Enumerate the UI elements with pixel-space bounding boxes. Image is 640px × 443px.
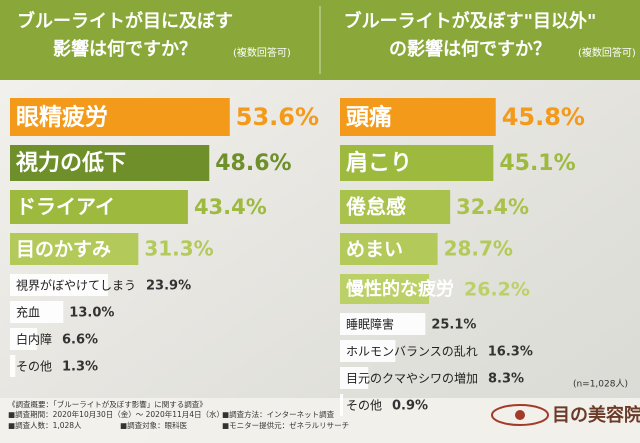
chart-title: ブルーライトが目に及ぼす: [17, 10, 233, 32]
footer-text: 《調査概要：「ブルーライトが及ぼす影響」に関する調査》: [8, 399, 207, 409]
bar: [340, 340, 396, 362]
value-label: 6.6%: [62, 333, 98, 348]
bar: [340, 394, 344, 416]
chart-title: 影響は何ですか？: [53, 38, 197, 60]
category-label: 睡眠障害: [346, 317, 394, 332]
bar: [10, 145, 210, 181]
category-label: その他: [346, 399, 382, 413]
category-label: ドライアイ: [16, 195, 115, 219]
value-label: 8.3%: [488, 372, 524, 387]
category-label: 眼精疲労: [16, 104, 108, 131]
logo-icon: [515, 410, 525, 420]
bar: [10, 328, 38, 350]
bar: [10, 233, 139, 265]
chart-title: の影響は何ですか？: [389, 38, 551, 60]
value-label: 45.8%: [502, 103, 585, 131]
category-label: 目元のクマやシワの増加: [346, 372, 478, 386]
category-label: めまい: [346, 239, 403, 261]
bar: [340, 313, 426, 335]
category-label: ホルモンバランスの乱れ: [346, 345, 478, 359]
bar: [10, 355, 16, 377]
bar: [340, 145, 494, 181]
value-label: 28.7%: [444, 237, 513, 261]
bar: [340, 367, 369, 389]
bar: [10, 301, 64, 323]
value-label: 53.6%: [236, 103, 319, 131]
chart-subtitle: (複数回答可): [578, 46, 636, 59]
logo: 目の美容院: [552, 404, 640, 426]
category-label: その他: [16, 360, 52, 374]
bar: [340, 190, 451, 224]
value-label: 16.3%: [488, 345, 533, 360]
category-label: 肩こり: [346, 150, 412, 176]
category-label: 白内障: [16, 332, 52, 347]
value-label: 48.6%: [215, 151, 291, 176]
value-label: 23.9%: [146, 279, 191, 294]
value-label: 45.1%: [499, 151, 575, 176]
value-label: 13.0%: [69, 306, 114, 321]
footer-text: ■調査対象：眼科医: [120, 420, 188, 430]
sample-note: (n=1,028人): [573, 379, 628, 390]
bar: [10, 274, 108, 296]
category-label: 頭痛: [346, 104, 392, 131]
value-label: 31.3%: [144, 237, 213, 261]
category-label: 視力の低下: [16, 151, 126, 176]
chart-title: ブルーライトが及ぼす"目以外": [344, 10, 597, 32]
footer-text: ■調査期間：2020年10月30日（金）～ 2020年11月4日（水）: [8, 409, 224, 419]
bar: [340, 233, 438, 265]
category-label: 慢性的な疲労: [346, 278, 454, 300]
bar: [340, 98, 496, 136]
footer-text: ■調査人数：1,028人: [8, 420, 82, 430]
value-label: 25.1%: [431, 318, 476, 333]
bar: [10, 98, 230, 136]
logo-icon: [491, 404, 549, 426]
category-label: 倦怠感: [346, 195, 406, 219]
category-label: 充血: [16, 305, 40, 320]
chart-subtitle: (複数回答可): [233, 46, 291, 59]
category-label: 視界がぼやけてしまう: [16, 278, 136, 293]
category-label: 目のかすみ: [16, 239, 111, 261]
value-label: 1.3%: [62, 360, 98, 375]
value-label: 43.4%: [194, 195, 267, 219]
bar: [10, 190, 188, 224]
footer-text: ■調査方法：インターネット調査: [222, 409, 335, 419]
value-label: 32.4%: [456, 195, 529, 219]
value-label: 26.2%: [464, 279, 530, 301]
bar: [340, 274, 430, 304]
footer-text: ■モニター提供元：ゼネラルリサーチ: [222, 420, 349, 430]
value-label: 0.9%: [392, 399, 428, 414]
